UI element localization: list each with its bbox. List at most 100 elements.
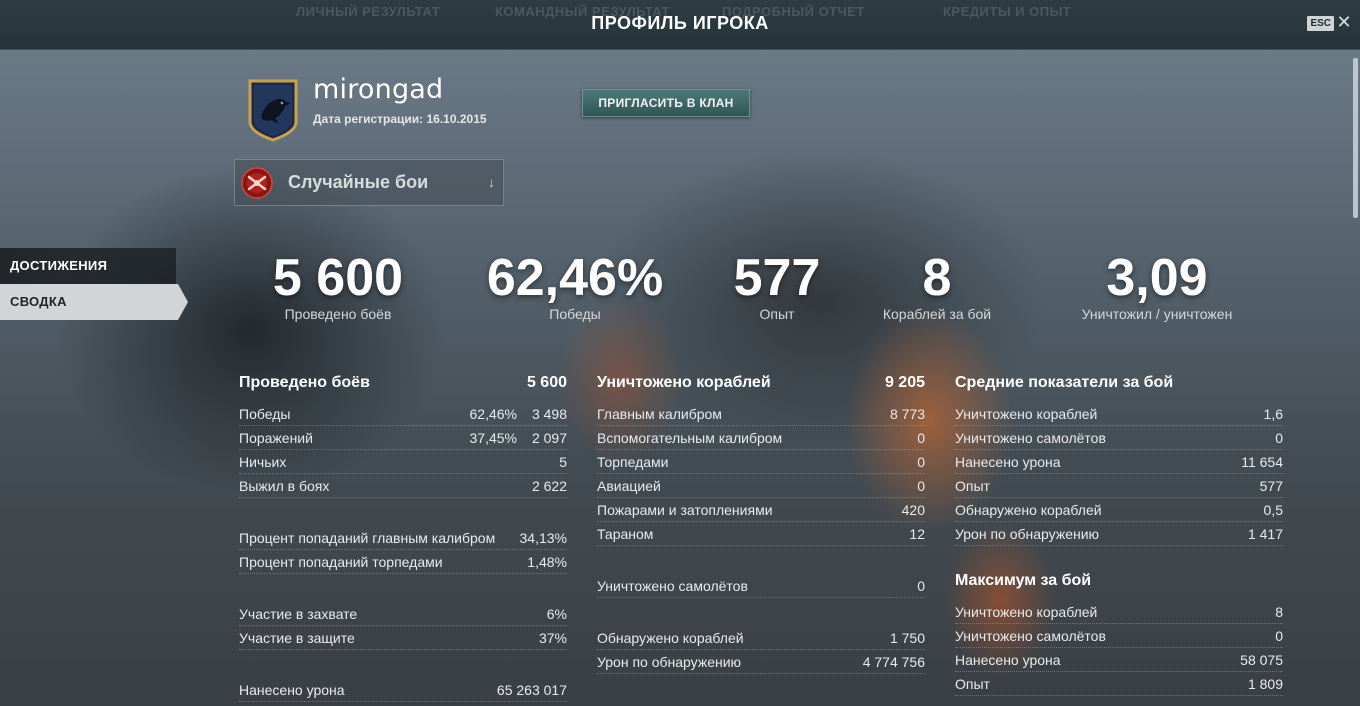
battle-mode-dropdown[interactable]: Случайные бои ↓ bbox=[234, 159, 504, 206]
row-value: 8 773 bbox=[889, 406, 925, 422]
stat-label: Кораблей за бой bbox=[882, 306, 992, 322]
stat-wins: 62,46% Победы bbox=[475, 248, 675, 322]
active-tab-shape bbox=[0, 284, 188, 320]
row-label: Обнаружено кораблей bbox=[955, 502, 1102, 518]
column-subtitle: Максимум за бой bbox=[955, 572, 1283, 594]
battles-column: Проведено боёв 5 600 Победы 62,46% 3 498… bbox=[239, 374, 567, 702]
row-value: 1 750 bbox=[889, 630, 925, 646]
row-value: 58 075 bbox=[1240, 652, 1283, 668]
row-label: Ничьих bbox=[239, 454, 287, 470]
table-row: Главным калибром 8 773 bbox=[597, 402, 925, 426]
row-label: Главным калибром bbox=[597, 406, 722, 422]
chevron-down-icon: ↓ bbox=[488, 174, 495, 190]
stat-label: Опыт bbox=[759, 306, 795, 322]
row-label: Уничтожено кораблей bbox=[955, 406, 1098, 422]
table-row: Победы 62,46% 3 498 bbox=[239, 402, 567, 426]
row-label: Выжил в боях bbox=[239, 478, 330, 494]
stat-battles: 5 600 Проведено боёв bbox=[238, 248, 438, 322]
table-row: Уничтожено самолётов 0 bbox=[955, 426, 1283, 450]
table-row: Участие в защите 37% bbox=[239, 626, 567, 650]
column-title-value: 9 205 bbox=[884, 374, 925, 391]
column-title: Проведено боёв 5 600 bbox=[239, 374, 567, 396]
row-value: 37% bbox=[538, 630, 567, 646]
table-row: Пожарами и затоплениями 420 bbox=[597, 498, 925, 522]
stat-value: 5 600 bbox=[272, 249, 404, 307]
table-row: Опыт 577 bbox=[955, 474, 1283, 498]
row-value: 4 774 756 bbox=[862, 654, 925, 670]
stat-value: 62,46% bbox=[486, 249, 664, 307]
random-battles-icon bbox=[240, 166, 274, 200]
row-label: Торпедами bbox=[597, 454, 669, 470]
registration-date: Дата регистрации: 16.10.2015 bbox=[313, 112, 487, 126]
table-row: Торпедами 0 bbox=[597, 450, 925, 474]
row-label: Победы bbox=[239, 406, 291, 422]
nav-item-label: СВОДКА bbox=[10, 294, 67, 309]
top-bar: ЛИЧНЫЙ РЕЗУЛЬТАТ КОМАНДНЫЙ РЕЗУЛЬТАТ ПОД… bbox=[0, 0, 1360, 50]
row-label: Пожарами и затоплениями bbox=[597, 502, 773, 518]
close-icon[interactable]: ✕ bbox=[1336, 12, 1352, 32]
row-label: Уничтожено самолётов bbox=[597, 578, 748, 594]
row-label: Участие в защите bbox=[239, 630, 355, 646]
invite-to-clan-button[interactable]: ПРИГЛАСИТЬ В КЛАН bbox=[582, 89, 750, 117]
row-value: 0 bbox=[917, 454, 925, 470]
row-value: 6% bbox=[546, 606, 567, 622]
row-label: Нанесено урона bbox=[239, 682, 345, 698]
background-tab: ЛИЧНЫЙ РЕЗУЛЬТАТ bbox=[296, 4, 441, 19]
row-label: Обнаружено кораблей bbox=[597, 630, 744, 646]
column-title: Уничтожено кораблей 9 205 bbox=[597, 374, 925, 396]
row-label: Поражений bbox=[239, 430, 313, 446]
row-value: 1,6 bbox=[1263, 406, 1283, 422]
table-row: Нанесено урона 58 075 bbox=[955, 648, 1283, 672]
scrollbar[interactable] bbox=[1353, 58, 1358, 218]
table-row: Процент попаданий торпедами 1,48% bbox=[239, 550, 567, 574]
esc-key-badge[interactable]: ESC bbox=[1307, 16, 1334, 31]
stat-label: Уничтожил / уничтожен bbox=[1081, 306, 1233, 322]
row-label: Уничтожено кораблей bbox=[955, 604, 1098, 620]
row-value: 0 bbox=[1275, 628, 1283, 644]
background-tab: КРЕДИТЫ И ОПЫТ bbox=[943, 4, 1072, 19]
battle-mode-value: Случайные бои bbox=[288, 172, 429, 192]
row-value: 0,5 bbox=[1263, 502, 1283, 518]
row-value: 1 809 bbox=[1247, 676, 1283, 692]
table-row: Выжил в боях 2 622 bbox=[239, 474, 567, 498]
row-value: 11 654 bbox=[1241, 454, 1283, 470]
row-value: 0 bbox=[917, 478, 925, 494]
raven-emblem-icon bbox=[247, 78, 299, 142]
nav-item-achievements[interactable]: ДОСТИЖЕНИЯ bbox=[0, 248, 176, 284]
table-row: Уничтожено самолётов 0 bbox=[955, 624, 1283, 648]
table-row: Урон по обнаружению 1 417 bbox=[955, 522, 1283, 546]
row-value: 2 622 bbox=[531, 478, 567, 494]
per-battle-column: Средние показатели за бой Уничтожено кор… bbox=[955, 374, 1283, 696]
table-row: Обнаружено кораблей 0,5 bbox=[955, 498, 1283, 522]
row-label: Урон по обнаружению bbox=[955, 526, 1100, 542]
row-value: 0 bbox=[1275, 430, 1283, 446]
stat-value: 3,09 bbox=[1106, 249, 1208, 307]
table-row: Участие в захвате 6% bbox=[239, 602, 567, 626]
background-tab: КОМАНДНЫЙ РЕЗУЛЬТАТ bbox=[495, 4, 671, 19]
table-row: Опыт 1 809 bbox=[955, 672, 1283, 696]
stat-value: 8 bbox=[922, 249, 952, 307]
row-value: 1,48% bbox=[527, 554, 567, 570]
nav-item-label: ДОСТИЖЕНИЯ bbox=[10, 258, 108, 273]
nav-item-summary[interactable]: СВОДКА bbox=[0, 284, 190, 320]
table-row: Уничтожено кораблей 1,6 bbox=[955, 402, 1283, 426]
row-value: 12 bbox=[909, 526, 925, 542]
table-row: Авиацией 0 bbox=[597, 474, 925, 498]
stat-label: Победы bbox=[549, 306, 601, 322]
row-value: 0 bbox=[917, 430, 925, 446]
row-value: 577 bbox=[1259, 478, 1283, 494]
row-value: 3 498 bbox=[531, 406, 567, 422]
table-row: Процент попаданий главным калибром 34,13… bbox=[239, 526, 567, 550]
row-label: Вспомогательным калибром bbox=[597, 430, 783, 446]
row-percent: 37,45% bbox=[469, 430, 517, 446]
table-row: Нанесено урона 11 654 bbox=[955, 450, 1283, 474]
row-label: Нанесено урона bbox=[955, 652, 1061, 668]
stat-ships-per-battle: 8 Кораблей за бой bbox=[857, 248, 1017, 322]
table-row: Уничтожено кораблей 8 bbox=[955, 600, 1283, 624]
table-row: Ничьих 5 bbox=[239, 450, 567, 474]
row-label: Процент попаданий торпедами bbox=[239, 554, 443, 570]
row-label: Процент попаданий главным калибром bbox=[239, 530, 496, 546]
row-label: Опыт bbox=[955, 478, 990, 494]
table-row: Тараном 12 bbox=[597, 522, 925, 546]
row-value: 65 263 017 bbox=[496, 682, 567, 698]
